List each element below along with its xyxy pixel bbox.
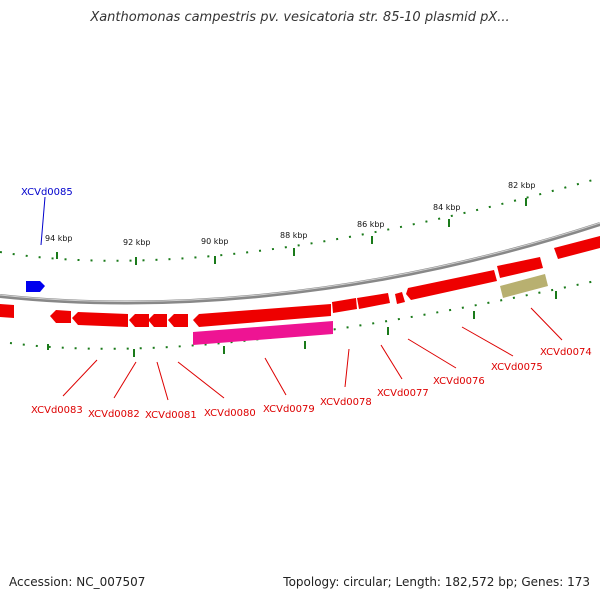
ruler-label: 84 kbp: [433, 203, 461, 212]
gene-arrow[interactable]: [357, 293, 390, 309]
gene-label-XCVd0083[interactable]: XCVd0083: [31, 405, 83, 416]
gene-arrow[interactable]: [406, 270, 497, 300]
gene-arrow[interactable]: [554, 236, 600, 259]
gene-label-XCVd0080[interactable]: XCVd0080: [204, 408, 256, 419]
gene-label-XCVd0085[interactable]: XCVd0085: [21, 187, 73, 198]
ruler-label: 92 kbp: [123, 238, 151, 247]
gene-arrow[interactable]: [148, 314, 167, 327]
outer-major-ticks: [56, 198, 527, 265]
gene-label-XCVd0077[interactable]: XCVd0077: [377, 388, 429, 399]
ruler-label: 94 kbp: [45, 234, 73, 243]
gene-arrow[interactable]: [497, 257, 543, 278]
ruler-label: 88 kbp: [280, 231, 308, 240]
gene-label-XCVd0075[interactable]: XCVd0075: [491, 362, 543, 373]
olive-feature[interactable]: [500, 274, 548, 298]
gene-arrow[interactable]: [50, 310, 71, 323]
ruler-label: 86 kbp: [357, 220, 385, 229]
gene-arrow[interactable]: [395, 292, 405, 304]
gene-arrow[interactable]: [332, 298, 357, 313]
inner-tick-row: [9, 279, 600, 350]
gene-label-XCVd0081[interactable]: XCVd0081: [145, 410, 197, 421]
map-title: Xanthomonas campestris pv. vesicatoria s…: [90, 10, 510, 25]
backbone-arc-highlight: [0, 222, 600, 302]
gene-arrow[interactable]: [168, 314, 188, 327]
gene-label-XCVd0074[interactable]: XCVd0074: [540, 347, 592, 358]
gene-label-XCVd0078[interactable]: XCVd0078: [320, 397, 372, 408]
leader-line-XCVd0085: [40, 196, 46, 246]
ruler-label: 90 kbp: [201, 237, 229, 246]
gene-arrow[interactable]: [129, 314, 149, 327]
gene-label-XCVd0079[interactable]: XCVd0079: [263, 404, 315, 415]
gene-arrow[interactable]: [0, 304, 14, 318]
inner-major-ticks: [47, 291, 557, 357]
gene-arrow[interactable]: [72, 312, 128, 327]
gene-arrow[interactable]: [193, 304, 331, 327]
leader-lines: [62, 307, 563, 401]
gene-label-XCVd0082[interactable]: XCVd0082: [88, 409, 140, 420]
accession-text: Accession: NC_007507: [9, 575, 146, 589]
pink-feature[interactable]: [193, 321, 333, 345]
ruler-label: 82 kbp: [508, 181, 536, 190]
backbone-arc: [0, 222, 600, 305]
outer-tick-row: [0, 177, 600, 262]
gene-XCVd0085-arrow[interactable]: [26, 281, 45, 292]
topology-text: Topology: circular; Length: 182,572 bp; …: [283, 575, 590, 589]
gene-label-XCVd0076[interactable]: XCVd0076: [433, 376, 485, 387]
